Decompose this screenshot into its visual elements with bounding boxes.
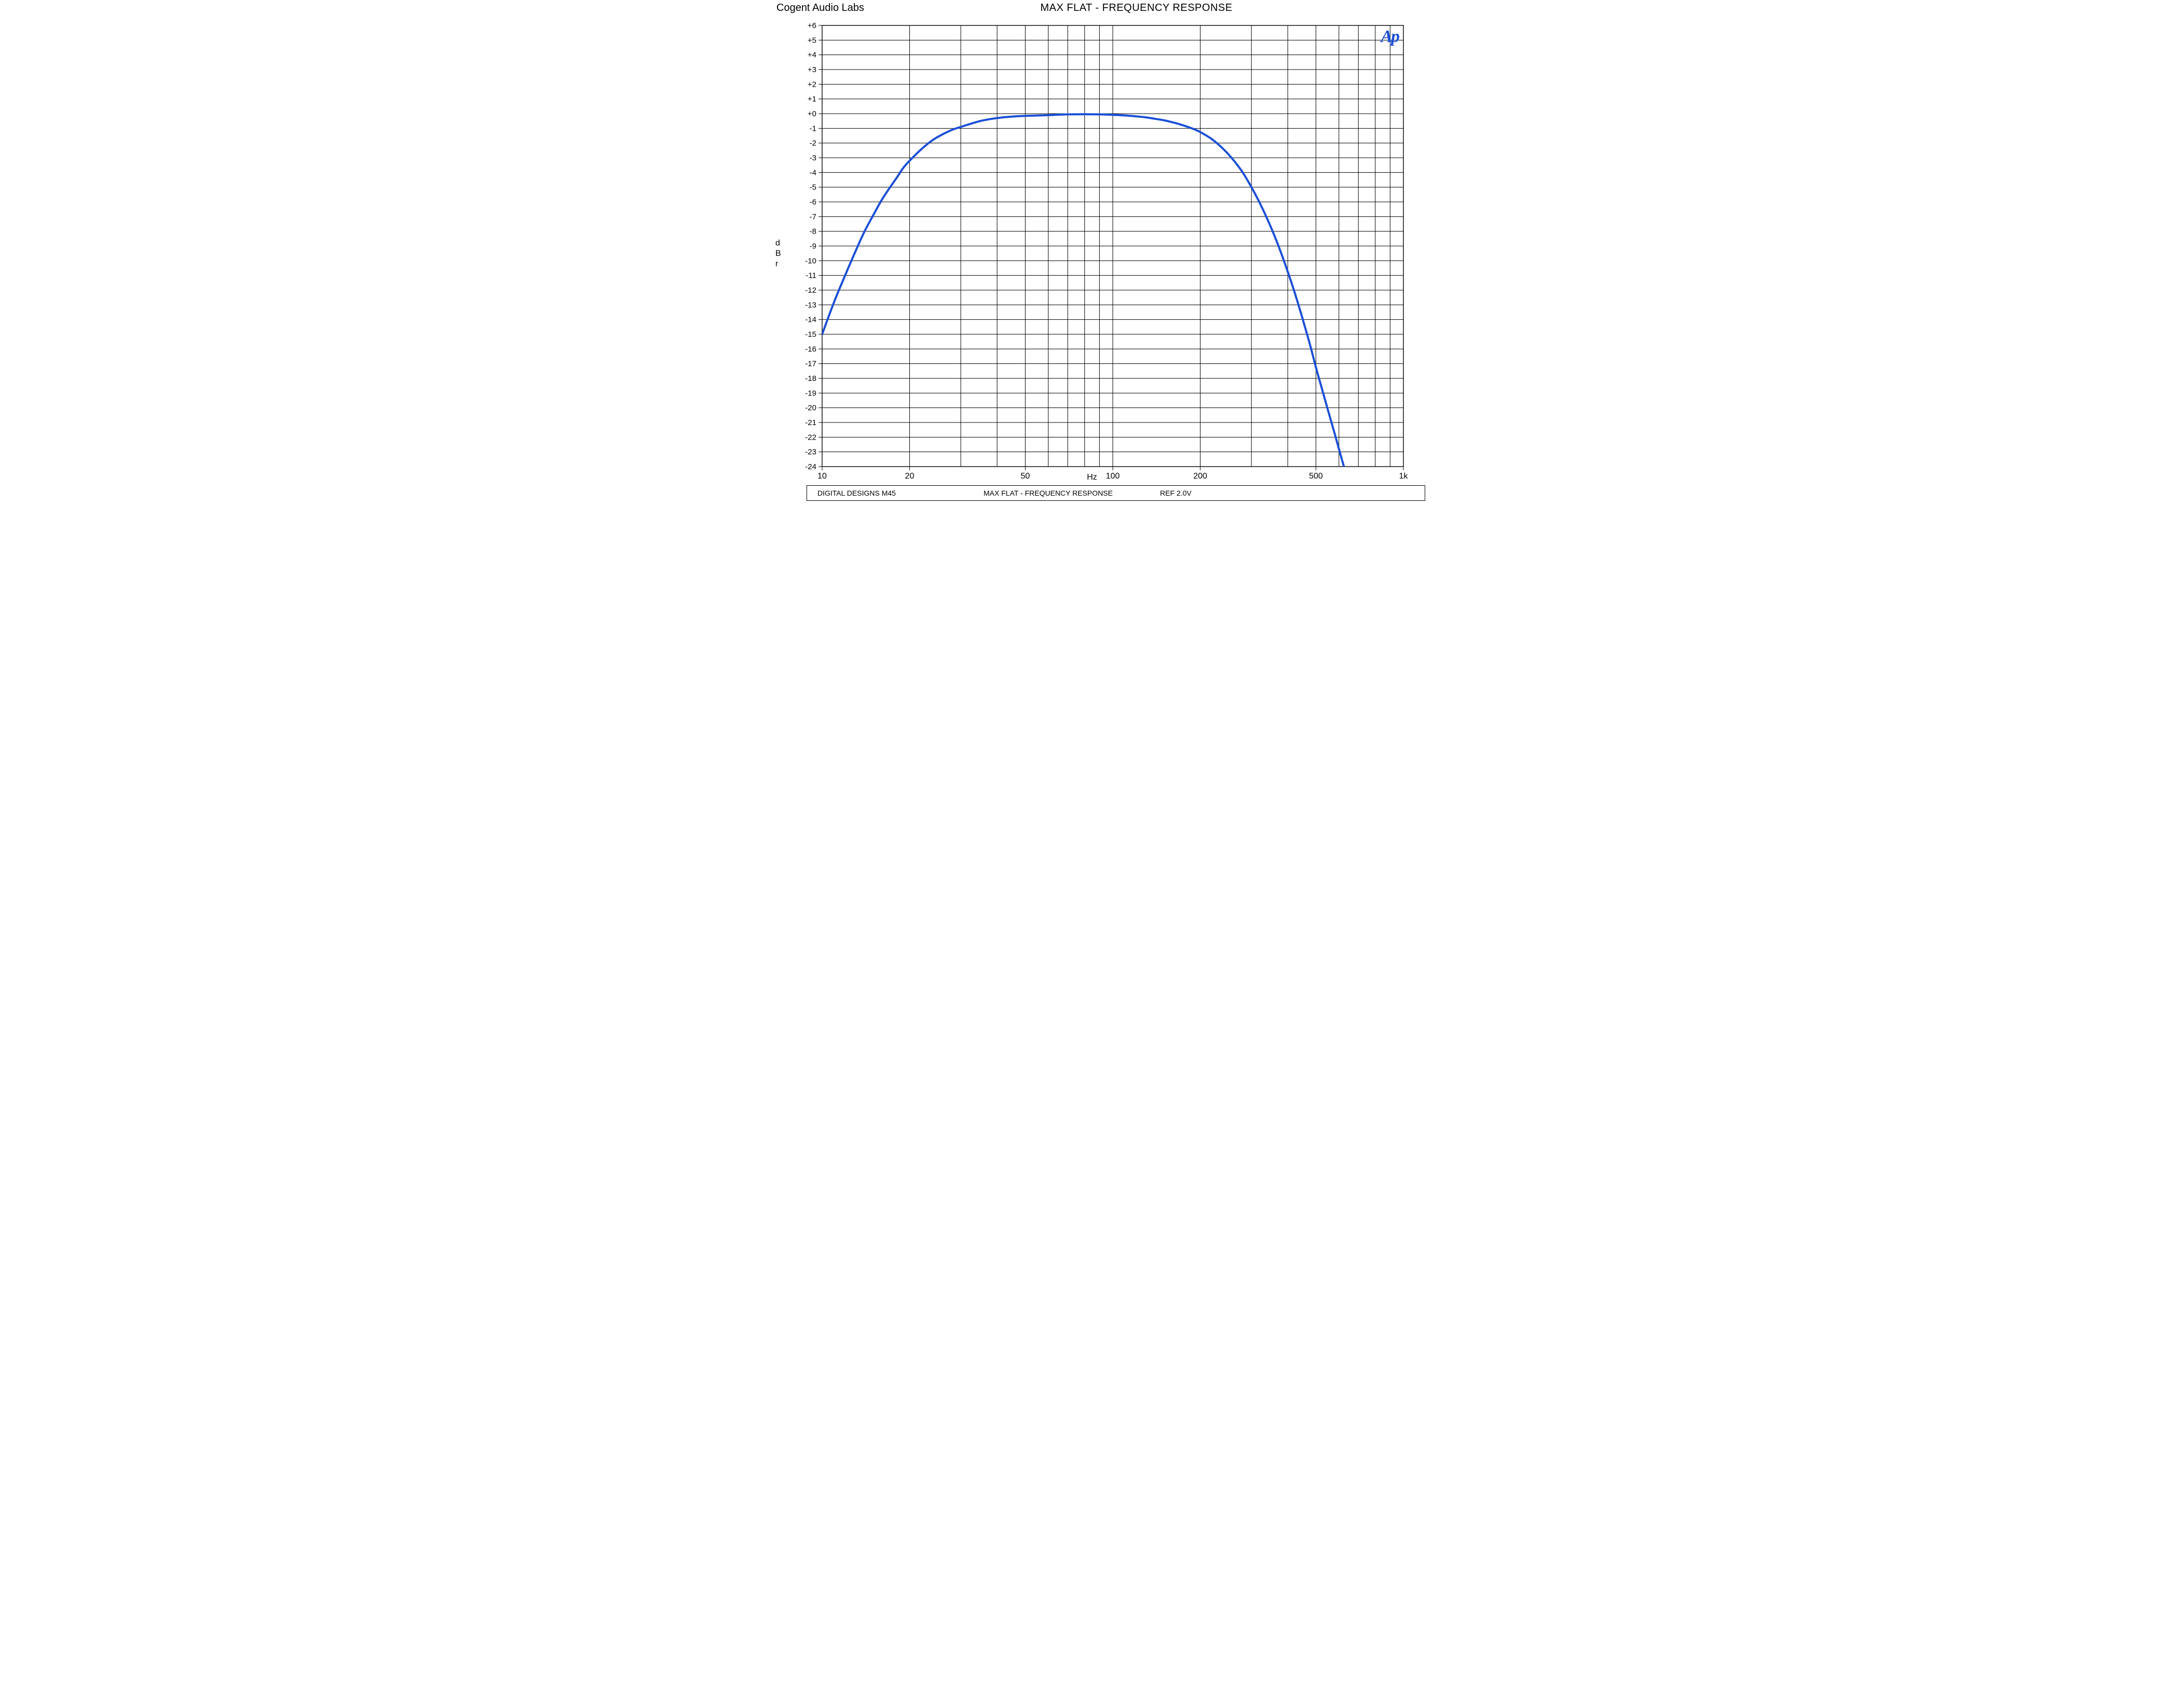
svg-text:-13: -13: [805, 301, 816, 309]
svg-text:20: 20: [905, 472, 914, 481]
svg-text:200: 200: [1193, 472, 1207, 481]
svg-text:+6: +6: [808, 21, 816, 30]
svg-text:-5: -5: [810, 183, 816, 192]
svg-text:-11: -11: [806, 271, 816, 280]
page-header: Cogent Audio Labs MAX FLAT - FREQUENCY R…: [775, 2, 1409, 15]
footer-mode: MAX FLAT - FREQUENCY RESPONSE: [984, 489, 1160, 497]
svg-text:50: 50: [1021, 472, 1030, 481]
y-axis-label: d B r: [775, 238, 783, 269]
svg-text:-18: -18: [805, 374, 816, 383]
svg-text:-22: -22: [805, 433, 816, 442]
svg-text:-19: -19: [805, 389, 816, 398]
svg-text:-10: -10: [805, 256, 816, 265]
svg-text:-17: -17: [805, 360, 816, 369]
frequency-response-chart: d B r +6 +5 +4 +3 +2 +1 +0 -1 -2 -3 -4 -5 -6 -7 -8 -9 -1…: [775, 15, 1409, 482]
svg-text:100: 100: [1106, 472, 1120, 481]
footer-ref: REF 2.0V: [1160, 489, 1264, 497]
svg-text:-16: -16: [805, 345, 816, 353]
svg-text:-20: -20: [805, 404, 816, 413]
svg-text:+1: +1: [808, 95, 816, 104]
svg-text:-2: -2: [810, 139, 816, 148]
chart-canvas: +6 +5 +4 +3 +2 +1 +0 -1 -2 -3 -4 -5 -6 -7 -8 -9 -10 -11 -1…: [775, 15, 1409, 482]
svg-text:-21: -21: [805, 418, 816, 427]
svg-text:-24: -24: [805, 462, 816, 471]
svg-text:-1: -1: [810, 124, 816, 133]
svg-text:10: 10: [817, 472, 827, 481]
svg-text:-6: -6: [810, 198, 816, 207]
svg-text:-12: -12: [805, 286, 816, 295]
svg-text:Ap: Ap: [1380, 27, 1399, 46]
svg-text:-9: -9: [810, 242, 816, 251]
svg-text:-23: -23: [805, 448, 816, 457]
svg-text:+4: +4: [808, 51, 816, 60]
footer-model: DIGITAL DESIGNS M45: [817, 489, 984, 497]
svg-text:+3: +3: [808, 65, 816, 74]
svg-text:-3: -3: [810, 154, 816, 162]
svg-text:+2: +2: [808, 80, 816, 89]
svg-text:+0: +0: [808, 110, 816, 118]
brand-label: Cogent Audio Labs: [776, 2, 864, 14]
svg-text:-8: -8: [810, 227, 816, 236]
svg-text:-15: -15: [805, 330, 816, 339]
svg-text:+5: +5: [808, 36, 816, 45]
page-title: MAX FLAT - FREQUENCY RESPONSE: [864, 2, 1409, 14]
svg-text:1k: 1k: [1399, 472, 1409, 481]
chart-footer-bar: DIGITAL DESIGNS M45 MAX FLAT - FREQUENCY…: [807, 485, 1425, 501]
svg-text:-7: -7: [810, 212, 816, 221]
svg-text:-14: -14: [805, 316, 816, 324]
svg-text:500: 500: [1309, 472, 1323, 481]
svg-text:-4: -4: [810, 168, 816, 177]
